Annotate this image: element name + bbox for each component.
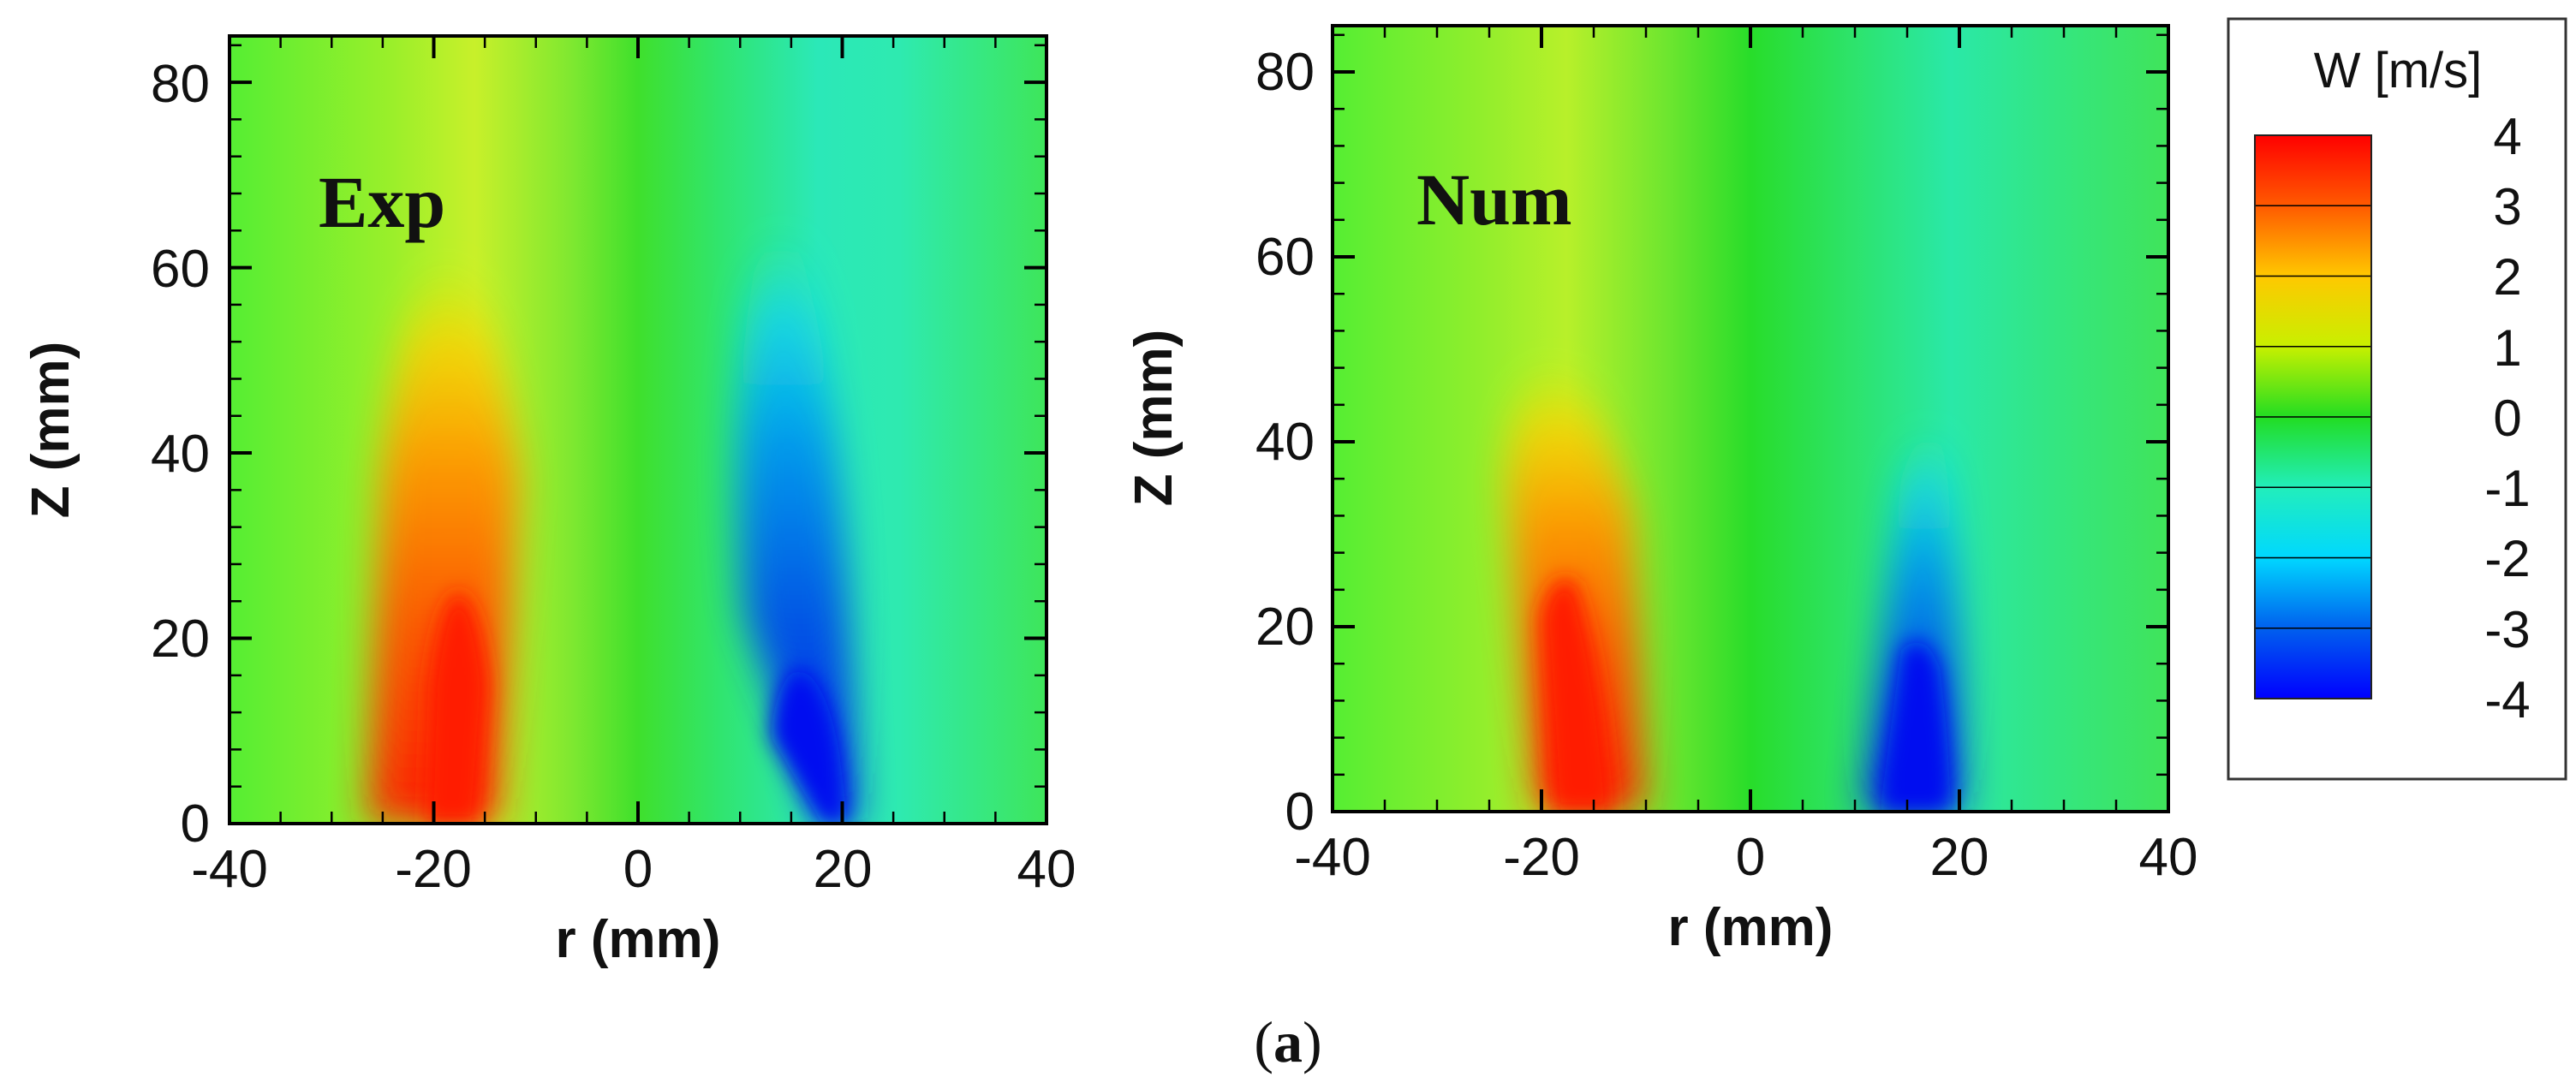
panel-exp: Exp -40 -20 0 20 40 0 20 40 60 80 r (mm)… <box>21 34 1076 969</box>
x-tick-label: 20 <box>814 840 873 899</box>
heatmap-num <box>1333 26 2168 812</box>
y-tick-labels-num: 0 20 40 60 80 <box>1255 43 1315 842</box>
y-tick-label: 20 <box>151 610 210 669</box>
x-tick-labels-num: -40 -20 0 20 40 <box>1294 828 2197 887</box>
panel-label-num: Num <box>1416 158 1572 241</box>
x-tick-label: 0 <box>623 840 653 899</box>
y-tick-label: 40 <box>151 425 210 484</box>
negative-jet-core-num <box>1880 640 1951 812</box>
colorbar-title: W [m/s] <box>2314 43 2483 98</box>
caption-close: ) <box>1303 1009 1322 1074</box>
y-tick-label: 0 <box>181 794 210 854</box>
negative-jet-core-exp <box>771 668 848 824</box>
panel-label-exp: Exp <box>319 161 445 243</box>
axis-ticks-exp <box>228 36 1048 825</box>
y-tick-label: 60 <box>1255 228 1315 287</box>
colorbar-label: 4 <box>2493 108 2521 165</box>
x-tick-labels-exp: -40 -20 0 20 40 <box>191 840 1076 899</box>
y-tick-label: 20 <box>1255 598 1315 657</box>
y-tick-label: 80 <box>151 55 210 114</box>
colorbar-labels: 4 3 2 1 0 -1 -2 -3 -4 <box>2484 108 2530 729</box>
x-tick-label: 20 <box>1930 828 1989 887</box>
colorbar: W [m/s] 4 3 2 1 0 -1 -2 -3 -4 <box>2227 17 2567 781</box>
field-background-exp <box>230 36 1046 824</box>
x-tick-label: 0 <box>1736 828 1765 887</box>
negative-jet-plume-exp <box>738 232 856 824</box>
y-axis-title-exp: Z (mm) <box>21 342 80 519</box>
panel-num: Num -40 -20 0 20 40 0 20 40 60 80 r (mm)… <box>1124 24 2197 957</box>
x-tick-label: -40 <box>191 840 268 899</box>
x-axis-title-num: r (mm) <box>1668 898 1834 957</box>
heatmap-exp <box>230 36 1046 824</box>
x-tick-label: -20 <box>395 840 472 899</box>
x-tick-label: -40 <box>1294 828 1371 887</box>
y-axis-title-num: Z (mm) <box>1124 330 1184 507</box>
colorbar-label: -4 <box>2484 671 2530 729</box>
x-tick-label: -20 <box>1503 828 1580 887</box>
colorbar-level-lines <box>2255 134 2371 699</box>
x-tick-label: 40 <box>1017 840 1076 899</box>
y-tick-label: 80 <box>1255 43 1315 102</box>
colorbar-label: 2 <box>2493 248 2521 306</box>
colorbar-label: -1 <box>2484 460 2530 517</box>
x-axis-title-exp: r (mm) <box>556 910 721 969</box>
colorbar-gradient-frame <box>2254 134 2372 699</box>
caption: (a) <box>1254 1009 1321 1074</box>
colorbar-label: -3 <box>2484 601 2530 658</box>
y-tick-label: 0 <box>1285 783 1315 842</box>
colorbar-label: -2 <box>2484 530 2530 587</box>
y-tick-label: 40 <box>1255 413 1315 472</box>
caption-open: ( <box>1254 1009 1273 1074</box>
positive-jet-core-exp <box>424 591 490 824</box>
axis-ticks-num <box>1331 26 2170 813</box>
colorbar-label: 0 <box>2493 390 2521 447</box>
field-background-num <box>1333 26 2168 812</box>
x-tick-label: 40 <box>2139 828 2198 887</box>
colorbar-label: 3 <box>2493 178 2521 235</box>
caption-letter: a <box>1273 1009 1303 1074</box>
y-tick-labels-exp: 0 20 40 60 80 <box>151 55 210 854</box>
colorbar-label: 1 <box>2493 319 2521 377</box>
positive-jet-core-num <box>1540 578 1614 812</box>
y-tick-label: 60 <box>151 240 210 299</box>
